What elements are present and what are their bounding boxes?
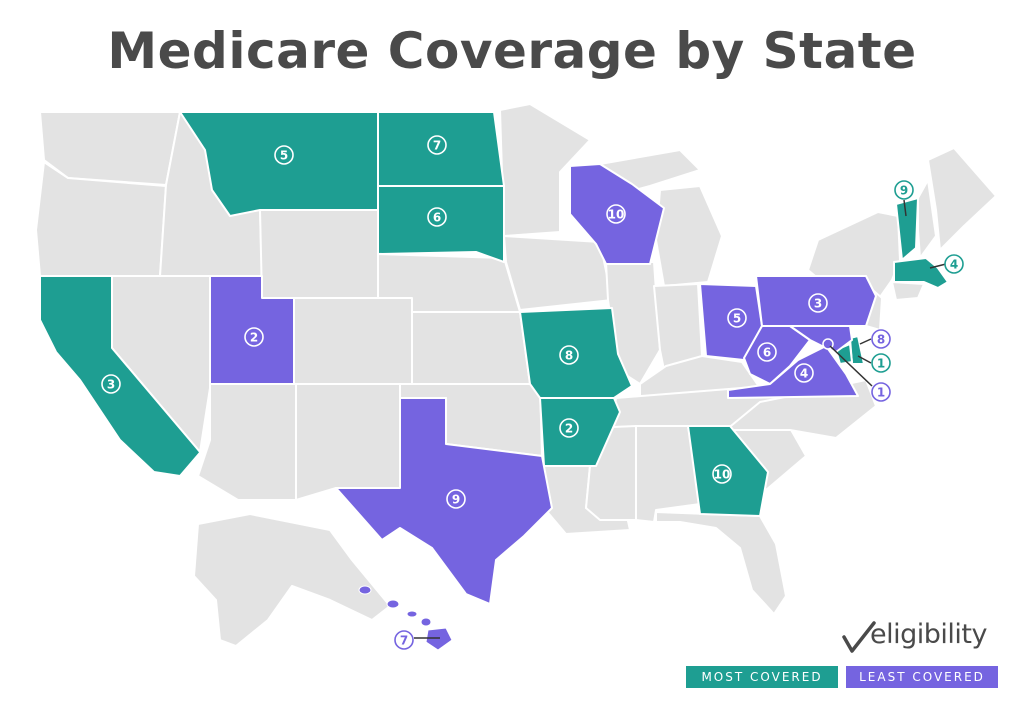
- rank-circle: [559, 345, 579, 365]
- rank-badge-montana: 5: [274, 145, 294, 165]
- rank-label: 3: [107, 378, 115, 392]
- rank-label: 4: [800, 367, 808, 381]
- state-virginia: [727, 345, 859, 399]
- rank-badge-pennsylvania: 3: [808, 293, 828, 313]
- rank-label: 1: [877, 357, 885, 371]
- callout-line: [859, 338, 872, 345]
- rank-circle: [427, 135, 447, 155]
- state-wisconsin: [569, 163, 665, 265]
- state-hawaii: [358, 585, 453, 651]
- rank-badge-ohio: 5: [727, 308, 747, 328]
- rank-badge-district-of-columbia: 1: [829, 345, 891, 402]
- state-colorado: [293, 297, 413, 385]
- map-title: Medicare Coverage by State: [107, 22, 917, 80]
- rank-circle: [871, 353, 891, 373]
- state-south-dakota: [377, 185, 505, 263]
- state-iowa: [503, 235, 613, 311]
- state-connecticut: [891, 281, 925, 301]
- rank-badge-north-dakota: 7: [427, 135, 447, 155]
- callout-line: [829, 345, 873, 387]
- state-florida: [655, 511, 787, 615]
- rank-label: 7: [433, 139, 441, 153]
- rank-circle: [808, 293, 828, 313]
- state-new-mexico: [295, 383, 401, 501]
- callout-line: [857, 355, 872, 364]
- rank-badge-south-dakota: 6: [427, 207, 447, 227]
- rank-badge-vermont: 9: [894, 180, 914, 217]
- brand-name: eligibility: [870, 619, 987, 650]
- rank-label: 1: [877, 386, 885, 400]
- callout-line: [929, 263, 947, 269]
- us-base: [35, 103, 997, 647]
- rank-circle: [559, 418, 579, 438]
- rank-badge-virginia: 4: [794, 363, 814, 383]
- rank-circle: [394, 630, 414, 650]
- rank-circle: [727, 308, 747, 328]
- state-california: [39, 275, 205, 477]
- state-arizona: [197, 383, 297, 501]
- rank-label: 2: [565, 422, 573, 436]
- rank-badge-missouri: 8: [559, 345, 579, 365]
- rank-circle: [101, 374, 121, 394]
- state-maine: [927, 147, 997, 251]
- colored-states: [39, 111, 949, 651]
- state-wyoming: [259, 209, 379, 299]
- rank-label: 8: [877, 333, 885, 347]
- rank-label: 8: [565, 349, 573, 363]
- rank-circle: [427, 207, 447, 227]
- rank-circle: [894, 180, 914, 200]
- rank-label: 10: [714, 468, 731, 482]
- rank-circle: [446, 489, 466, 509]
- rank-label: 6: [763, 346, 771, 360]
- rank-badge-utah: 2: [244, 327, 264, 347]
- state-kansas: [411, 311, 531, 385]
- rank-circle: [712, 464, 732, 484]
- rank-badge-hawaii: 7: [394, 630, 440, 650]
- rank-circle: [794, 363, 814, 383]
- state-missouri: [519, 307, 633, 399]
- rank-circle: [871, 329, 891, 349]
- rank-circle: [871, 382, 891, 402]
- rank-badge-california: 3: [101, 374, 121, 394]
- rank-circle: [757, 342, 777, 362]
- state-texas: [335, 397, 553, 605]
- rank-badge-georgia: 10: [712, 464, 732, 484]
- state-massachusetts: [893, 257, 949, 289]
- rank-label: 10: [608, 208, 625, 222]
- rank-badges: 5 7 6 3 8 2 10 9 4 1 2 9 10 5 3 6 4 8 1 7: [101, 135, 964, 650]
- rank-label: 7: [400, 634, 408, 648]
- rank-circle: [274, 145, 294, 165]
- callout-line: [903, 199, 907, 217]
- rank-badge-maryland: 8: [859, 329, 891, 349]
- rank-label: 4: [950, 258, 958, 272]
- legend-most-covered: MOST COVERED: [686, 666, 838, 688]
- rank-circle: [606, 204, 626, 224]
- rank-badge-arkansas: 2: [559, 418, 579, 438]
- rank-badge-massachusetts: 4: [929, 254, 964, 274]
- rank-circle: [244, 327, 264, 347]
- state-pennsylvania: [755, 275, 877, 327]
- rank-badge-wisconsin: 10: [606, 204, 626, 224]
- rank-label: 3: [814, 297, 822, 311]
- rank-badge-west-virginia: 6: [757, 342, 777, 362]
- checkmark-icon: [842, 621, 876, 653]
- rank-label: 5: [733, 312, 741, 326]
- state-utah: [209, 275, 295, 385]
- legend-least-covered: LEAST COVERED: [846, 666, 998, 688]
- rank-badge-delaware: 1: [857, 353, 891, 373]
- state-alaska: [193, 513, 391, 647]
- rank-label: 9: [452, 493, 460, 507]
- state-georgia: [687, 425, 769, 517]
- rank-badge-texas: 9: [446, 489, 466, 509]
- rank-label: 6: [433, 211, 441, 225]
- rank-label: 2: [250, 331, 258, 345]
- state-vermont: [895, 197, 919, 261]
- rank-label: 5: [280, 149, 288, 163]
- rank-label: 9: [900, 184, 908, 198]
- brand-logo: eligibility: [842, 615, 1002, 655]
- rank-circle: [944, 254, 964, 274]
- state-new-hampshire: [917, 179, 937, 259]
- state-arkansas: [539, 397, 621, 467]
